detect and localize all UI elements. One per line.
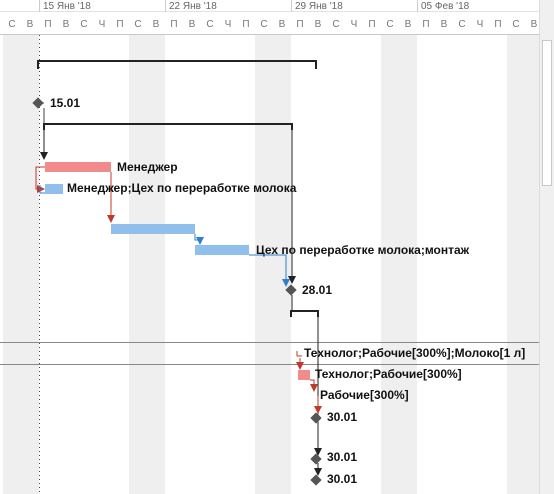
day-label: П [296,19,303,30]
day-label: С [8,19,15,30]
day-label: В [405,19,412,30]
task-label-technologist: Технолог;Рабочие[300%] [315,367,462,381]
task-bar-technologist[interactable] [298,370,310,380]
weekend-shade [399,35,417,494]
day-label: С [80,19,87,30]
day-label: Ч [225,19,232,30]
day-label: Ч [477,19,484,30]
day-label: С [458,19,465,30]
link-arrow [194,234,204,245]
weekend-shade [129,35,147,494]
week-tier: 15 Янв '18 22 Янв '18 29 Янв '18 05 Фев … [39,0,470,12]
project-summary-bar[interactable] [37,60,317,69]
week-label: 15 Янв '18 [43,1,91,12]
task-bar-processing[interactable] [111,224,195,234]
weekend-shade [381,35,399,494]
day-label: П [116,19,123,30]
week-label: 22 Янв '18 [169,1,217,12]
timescale-header [0,0,554,34]
weekend-shade [273,35,291,494]
day-label: В [153,19,160,30]
milestone-label-a: 30.01 [327,410,357,424]
day-label: С [386,19,393,30]
day-label: Ч [351,19,358,30]
milestone-diamond[interactable] [310,474,322,486]
day-label: В [27,19,34,30]
day-label: П [422,19,429,30]
day-label: В [63,19,70,30]
milestone-label-end: 28.01 [302,283,332,297]
milestone-diamond[interactable] [285,284,297,296]
milestone-diamond[interactable] [310,412,322,424]
day-label: С [134,19,141,30]
week-label: 05 Фев '18 [421,1,470,12]
task-label-manager-milk: Менеджер;Цех по переработке молока [67,181,297,195]
day-label: В [315,19,322,30]
phase-summary-bar[interactable] [43,123,293,130]
day-label: П [368,19,375,30]
task-label-milk-assembly: Цех по переработке молока;монтаж [256,243,470,257]
link-arrow [296,351,302,357]
phase-summary-bar[interactable] [290,310,319,317]
link-arrow [310,379,318,392]
day-label: С [260,19,267,30]
nonworking-day-shading [3,35,543,494]
milestone-diamond[interactable] [310,453,322,465]
task-bar-manager-milk[interactable] [45,184,63,194]
weekend-shade [21,35,39,494]
day-label: В [531,19,538,30]
day-label: С [332,19,339,30]
milestone-label-start: 15.01 [50,96,80,110]
milestone-label-c: 30.01 [327,472,357,486]
scrollbar-thumb[interactable] [542,40,552,186]
link-arrow [35,166,45,193]
weekend-shade [3,35,21,494]
day-label: С [512,19,519,30]
weekend-shade [507,35,525,494]
milestone-diamond[interactable] [32,97,44,109]
day-label: П [44,19,51,30]
vertical-scrollbar[interactable] [539,0,554,494]
day-label: В [189,19,196,30]
link-arrow [249,254,290,287]
link-arrow [39,185,45,194]
day-label: Ч [99,19,106,30]
task-bar-manager[interactable] [45,162,111,172]
weekend-shade [147,35,165,494]
link-arrow [43,108,47,125]
day-label: П [494,19,501,30]
task-bar-milk-assembly[interactable] [195,245,249,255]
day-label: С [206,19,213,30]
day-label: В [279,19,286,30]
task-label-workers: Рабочие[300%] [320,388,409,402]
weekend-shade [525,35,543,494]
day-label: В [441,19,448,30]
milestone-label-b: 30.01 [327,450,357,464]
week-label: 29 Янв '18 [295,1,343,12]
task-label-technologist-full: Технолог;Рабочие[300%];Молоко[1 л] [304,346,525,360]
day-label: П [170,19,177,30]
task-label-manager: Менеджер [117,160,178,174]
weekend-shade [255,35,273,494]
day-label: П [242,19,249,30]
